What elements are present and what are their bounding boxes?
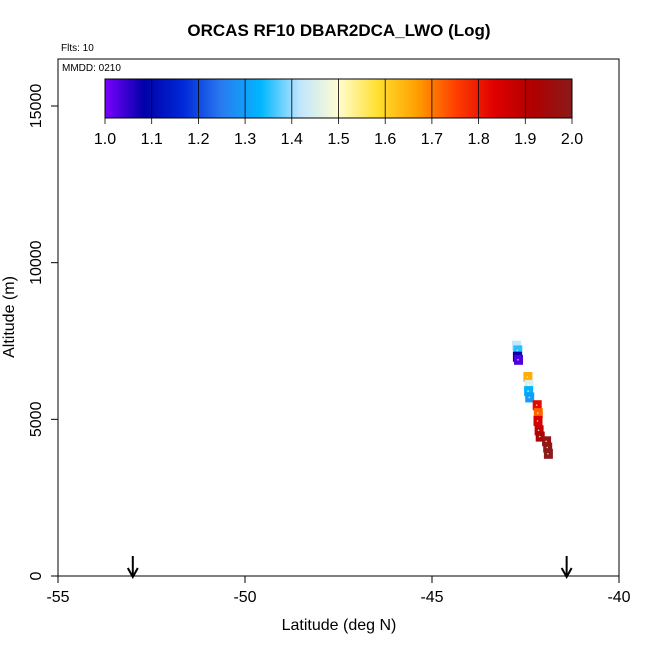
y-tick-label: 5000 — [28, 401, 45, 437]
data-point-marker — [528, 396, 530, 399]
date-label: MMDD: 0210 — [62, 63, 121, 74]
colorbar-tick-label: 1.5 — [327, 131, 349, 148]
data-point-marker — [545, 440, 547, 443]
data-point-marker — [547, 453, 549, 455]
colorbar-tick-label: 1.3 — [234, 131, 256, 148]
data-layer — [512, 340, 553, 459]
data-point-marker — [537, 412, 539, 414]
colorbar-tick-label: 1.2 — [187, 131, 209, 148]
y-axis-label: Altitude (m) — [1, 276, 18, 358]
direction-arrows — [126, 556, 573, 580]
x-tick-label: -50 — [233, 589, 256, 606]
colorbar-tick-label: 1.8 — [467, 131, 489, 148]
start-arrow-head — [126, 567, 139, 580]
y-axis: 0 5000 10000 15000 — [28, 84, 59, 580]
data-point-marker — [537, 429, 540, 432]
colorbar-tick-label: 2.0 — [561, 131, 583, 148]
y-tick-label: 15000 — [28, 84, 45, 129]
flights-label: Flts: 10 — [61, 43, 94, 54]
data-point-marker — [546, 446, 548, 449]
colorbar-tick-label: 1.7 — [421, 131, 443, 148]
data-point-marker — [517, 359, 519, 361]
data-point-marker — [516, 349, 519, 352]
x-tick-label: -45 — [420, 589, 443, 606]
x-axis-label: Latitude (deg N) — [282, 617, 397, 634]
colorbar-tick-label: 1.9 — [514, 131, 536, 148]
x-tick-label: -40 — [607, 589, 630, 606]
end-arrow-head — [560, 567, 573, 580]
data-point-marker — [527, 390, 529, 392]
data-point-marker — [538, 435, 541, 438]
y-tick-label: 0 — [28, 571, 45, 580]
colorbar-tick-label: 1.4 — [281, 131, 303, 148]
data-point-marker — [526, 376, 529, 378]
data-point-marker — [527, 384, 530, 386]
colorbar-tick-label: 1.0 — [94, 131, 116, 148]
data-point-marker — [536, 420, 539, 422]
data-point-marker — [535, 404, 538, 407]
colorbar-tick-label: 1.6 — [374, 131, 396, 148]
colorbar: 1.0 1.1 1.2 1.3 1.4 1.5 1.6 1.7 1.8 1.9 2.0 — [94, 78, 583, 148]
x-tick-label: -55 — [46, 589, 69, 606]
x-axis: -55 -50 -45 -40 — [46, 575, 631, 606]
y-tick-label: 10000 — [28, 240, 45, 285]
colorbar-tick-label: 1.1 — [141, 131, 163, 148]
chart-title: ORCAS RF10 DBAR2DCA_LWO (Log) — [187, 21, 490, 40]
